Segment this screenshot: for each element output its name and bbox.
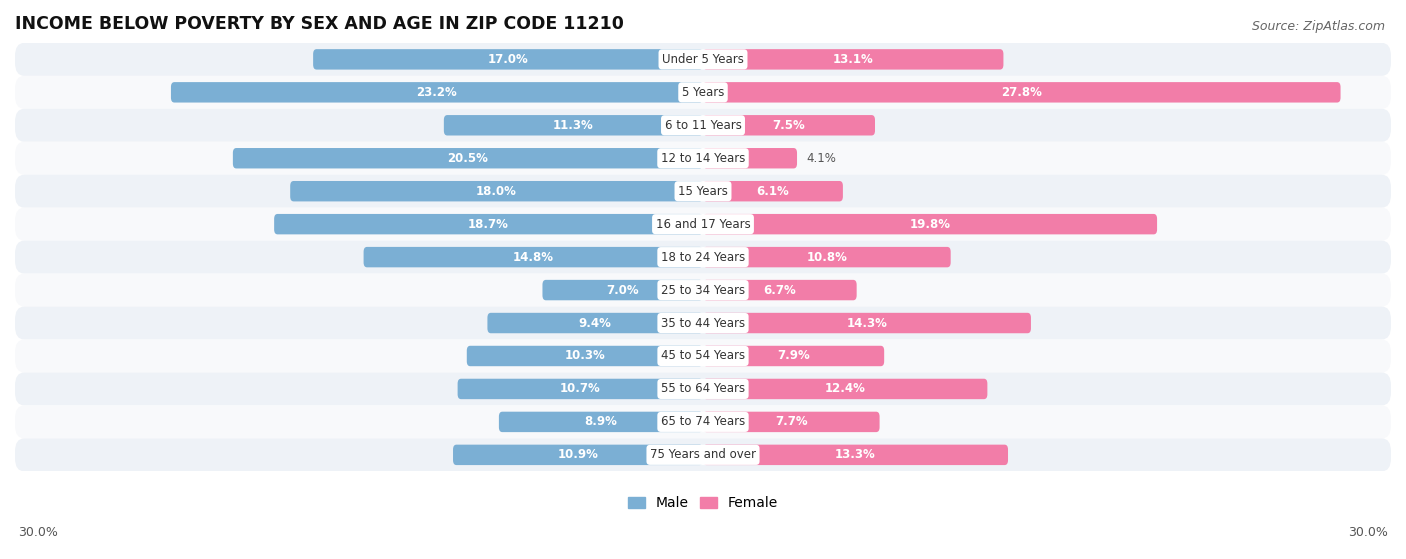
FancyBboxPatch shape (703, 379, 987, 399)
Text: 75 Years and over: 75 Years and over (650, 448, 756, 461)
Text: 30.0%: 30.0% (1348, 527, 1388, 539)
FancyBboxPatch shape (703, 411, 880, 432)
FancyBboxPatch shape (15, 175, 1391, 208)
FancyBboxPatch shape (488, 313, 703, 333)
Text: 11.3%: 11.3% (553, 119, 593, 132)
FancyBboxPatch shape (703, 49, 1004, 69)
Legend: Male, Female: Male, Female (623, 491, 783, 516)
FancyBboxPatch shape (457, 379, 703, 399)
FancyBboxPatch shape (15, 208, 1391, 240)
FancyBboxPatch shape (15, 339, 1391, 372)
Text: 10.7%: 10.7% (560, 382, 600, 395)
FancyBboxPatch shape (290, 181, 703, 201)
FancyBboxPatch shape (453, 444, 703, 465)
Text: 30.0%: 30.0% (18, 527, 58, 539)
Text: 18.7%: 18.7% (468, 217, 509, 231)
Text: 7.9%: 7.9% (778, 349, 810, 362)
FancyBboxPatch shape (703, 247, 950, 267)
Text: 12.4%: 12.4% (825, 382, 866, 395)
Text: 65 to 74 Years: 65 to 74 Years (661, 415, 745, 428)
Text: 5 Years: 5 Years (682, 86, 724, 99)
Text: Under 5 Years: Under 5 Years (662, 53, 744, 66)
Text: 6 to 11 Years: 6 to 11 Years (665, 119, 741, 132)
Text: 7.0%: 7.0% (606, 283, 640, 297)
FancyBboxPatch shape (15, 438, 1391, 471)
FancyBboxPatch shape (314, 49, 703, 69)
FancyBboxPatch shape (703, 214, 1157, 234)
FancyBboxPatch shape (364, 247, 703, 267)
FancyBboxPatch shape (274, 214, 703, 234)
FancyBboxPatch shape (233, 148, 703, 168)
Text: 7.7%: 7.7% (775, 415, 807, 428)
FancyBboxPatch shape (15, 240, 1391, 273)
FancyBboxPatch shape (467, 346, 703, 366)
FancyBboxPatch shape (444, 115, 703, 135)
FancyBboxPatch shape (703, 346, 884, 366)
Text: 35 to 44 Years: 35 to 44 Years (661, 316, 745, 330)
Text: 14.8%: 14.8% (513, 250, 554, 264)
Text: 18.0%: 18.0% (477, 184, 517, 198)
FancyBboxPatch shape (172, 82, 703, 102)
FancyBboxPatch shape (15, 142, 1391, 175)
Text: 6.1%: 6.1% (756, 184, 789, 198)
Text: 20.5%: 20.5% (447, 151, 488, 165)
Text: 55 to 64 Years: 55 to 64 Years (661, 382, 745, 395)
FancyBboxPatch shape (703, 115, 875, 135)
Text: 6.7%: 6.7% (763, 283, 796, 297)
FancyBboxPatch shape (15, 372, 1391, 405)
Text: 18 to 24 Years: 18 to 24 Years (661, 250, 745, 264)
Text: 13.3%: 13.3% (835, 448, 876, 461)
FancyBboxPatch shape (703, 313, 1031, 333)
FancyBboxPatch shape (15, 109, 1391, 142)
Text: 4.1%: 4.1% (806, 151, 837, 165)
Text: 23.2%: 23.2% (416, 86, 457, 99)
Text: 45 to 54 Years: 45 to 54 Years (661, 349, 745, 362)
Text: Source: ZipAtlas.com: Source: ZipAtlas.com (1251, 20, 1385, 32)
Text: 25 to 34 Years: 25 to 34 Years (661, 283, 745, 297)
Text: 14.3%: 14.3% (846, 316, 887, 330)
FancyBboxPatch shape (703, 148, 797, 168)
FancyBboxPatch shape (703, 280, 856, 300)
Text: 10.9%: 10.9% (558, 448, 599, 461)
FancyBboxPatch shape (15, 76, 1391, 109)
FancyBboxPatch shape (543, 280, 703, 300)
Text: 12 to 14 Years: 12 to 14 Years (661, 151, 745, 165)
Text: INCOME BELOW POVERTY BY SEX AND AGE IN ZIP CODE 11210: INCOME BELOW POVERTY BY SEX AND AGE IN Z… (15, 15, 624, 33)
Text: 27.8%: 27.8% (1001, 86, 1042, 99)
Text: 19.8%: 19.8% (910, 217, 950, 231)
FancyBboxPatch shape (703, 181, 842, 201)
Text: 7.5%: 7.5% (773, 119, 806, 132)
Text: 10.3%: 10.3% (565, 349, 605, 362)
FancyBboxPatch shape (15, 306, 1391, 339)
Text: 8.9%: 8.9% (585, 415, 617, 428)
Text: 9.4%: 9.4% (579, 316, 612, 330)
FancyBboxPatch shape (703, 82, 1340, 102)
Text: 16 and 17 Years: 16 and 17 Years (655, 217, 751, 231)
Text: 10.8%: 10.8% (807, 250, 848, 264)
FancyBboxPatch shape (703, 444, 1008, 465)
Text: 13.1%: 13.1% (832, 53, 873, 66)
Text: 15 Years: 15 Years (678, 184, 728, 198)
FancyBboxPatch shape (15, 273, 1391, 306)
Text: 17.0%: 17.0% (488, 53, 529, 66)
FancyBboxPatch shape (15, 405, 1391, 438)
FancyBboxPatch shape (15, 43, 1391, 76)
FancyBboxPatch shape (499, 411, 703, 432)
